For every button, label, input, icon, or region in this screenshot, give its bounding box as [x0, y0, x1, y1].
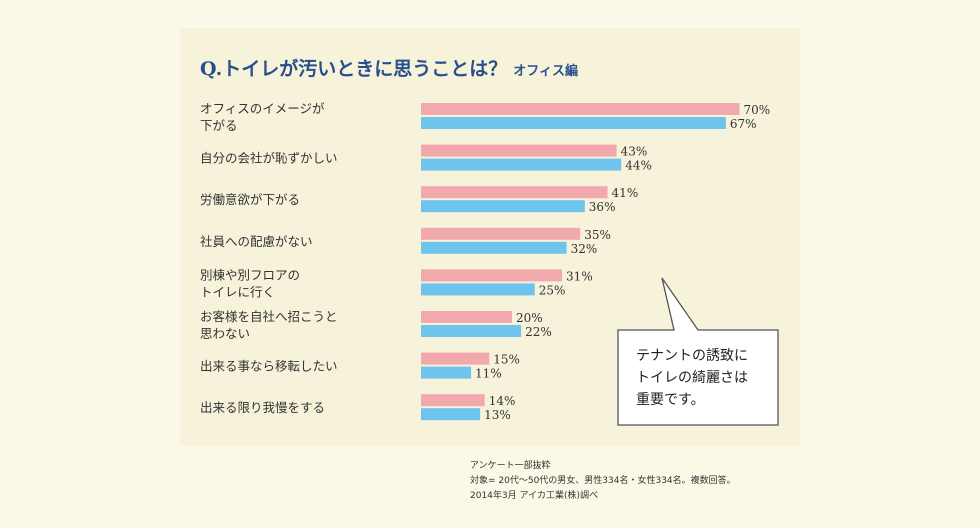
category-label: トイレに行く: [200, 284, 275, 299]
source-note-line: アンケート一部抜粋: [470, 461, 551, 471]
category-label: 社員への配慮がない: [200, 234, 313, 249]
title-main: Q.トイレが汚いときに思うことは？: [200, 58, 508, 80]
data-label: 43%: [621, 145, 648, 159]
callout-balloon: [617, 277, 779, 426]
data-label: 14%: [489, 394, 516, 408]
bar: [421, 283, 535, 296]
bar: [421, 352, 490, 365]
bar: [421, 311, 512, 323]
bar: [421, 366, 472, 379]
source-note: アンケート一部抜粋 対象= 20代〜50代の男女、男性334名・女性334名。複…: [470, 459, 736, 504]
data-label: 67%: [730, 117, 757, 131]
category-label: 自分の会社が恥ずかしい: [200, 151, 338, 166]
data-label: 31%: [566, 269, 593, 283]
title-sub: オフィス編: [513, 64, 578, 79]
callout-text: トイレの綺麗さは: [636, 370, 748, 386]
category-label: 下がる: [200, 118, 238, 133]
bar: [421, 325, 522, 337]
data-label: 70%: [744, 103, 771, 117]
data-label: 20%: [516, 311, 543, 325]
data-label: 44%: [625, 159, 652, 173]
callout-text: テナントの誘致に: [636, 348, 748, 364]
data-label: 36%: [589, 200, 616, 214]
bar: [421, 103, 740, 115]
data-label: 22%: [525, 325, 552, 339]
bar: [421, 394, 485, 407]
bar: [421, 227, 581, 240]
bar: [421, 408, 481, 421]
data-label: 41%: [612, 186, 639, 200]
source-note-line: 対象= 20代〜50代の男女、男性334名・女性334名。複数回答。: [470, 476, 736, 486]
bar: [421, 144, 617, 157]
chart-title: Q.トイレが汚いときに思うことは？ オフィス編: [200, 54, 578, 81]
bar: [421, 158, 622, 171]
data-label: 35%: [584, 228, 611, 242]
category-label: 出来る限り我慢をする: [200, 400, 325, 415]
category-label: オフィスのイメージが: [200, 101, 325, 116]
category-label: 出来る事なら移転したい: [200, 359, 338, 374]
category-label: お客様を自社へ招こうと: [200, 309, 338, 324]
data-label: 25%: [539, 283, 566, 297]
category-label: 労働意欲が下がる: [200, 192, 300, 207]
callout-text: 重要です。: [636, 392, 705, 408]
bar: [421, 241, 567, 254]
bar: [421, 117, 726, 129]
bar: [421, 200, 585, 213]
category-label: 思わない: [200, 326, 250, 341]
data-label: 13%: [484, 408, 511, 422]
data-label: 32%: [571, 242, 598, 256]
bar: [421, 269, 563, 282]
data-label: 11%: [475, 367, 502, 381]
category-label: 別棟や別フロアの: [200, 267, 300, 282]
bar: [421, 186, 608, 199]
data-label: 15%: [493, 353, 520, 367]
source-note-line: 2014年3月 アイカ工業(株)調べ: [470, 491, 599, 501]
